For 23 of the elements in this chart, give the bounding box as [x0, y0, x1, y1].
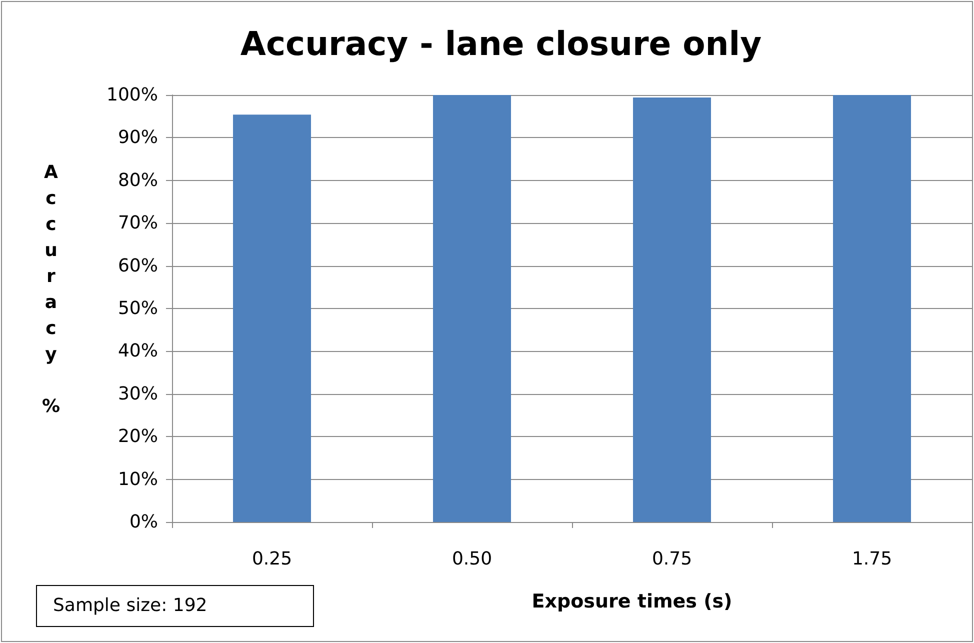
bar [233, 114, 311, 522]
y-tick-label: 100% [106, 84, 158, 106]
x-tick-label: 0.50 [452, 548, 492, 570]
y-tick-label: 70% [118, 212, 158, 234]
x-tick-label: 0.75 [652, 548, 692, 570]
y-tick-label: 10% [118, 468, 158, 490]
y-tick-label: 40% [118, 340, 158, 362]
y-tick-label: 0% [129, 512, 158, 532]
bar [833, 95, 911, 522]
y-tick-label: 20% [118, 426, 158, 448]
y-tick-label: 50% [118, 298, 158, 319]
y-tick-label: 60% [118, 255, 158, 276]
y-tick-label: 80% [118, 170, 158, 191]
bar [633, 98, 711, 522]
x-axis-title: Exposure times (s) [532, 590, 732, 612]
x-tick-label: 1.75 [852, 548, 892, 570]
y-tick-label: 90% [118, 127, 158, 148]
text: Sample size: 192 [36, 585, 314, 627]
bar [433, 95, 511, 522]
y-tick-label: 30% [118, 383, 158, 404]
x-tick-label: 0.25 [252, 548, 292, 570]
text: Accuracy % [42, 162, 60, 417]
chart-title: Accuracy - lane closure only [240, 24, 762, 63]
